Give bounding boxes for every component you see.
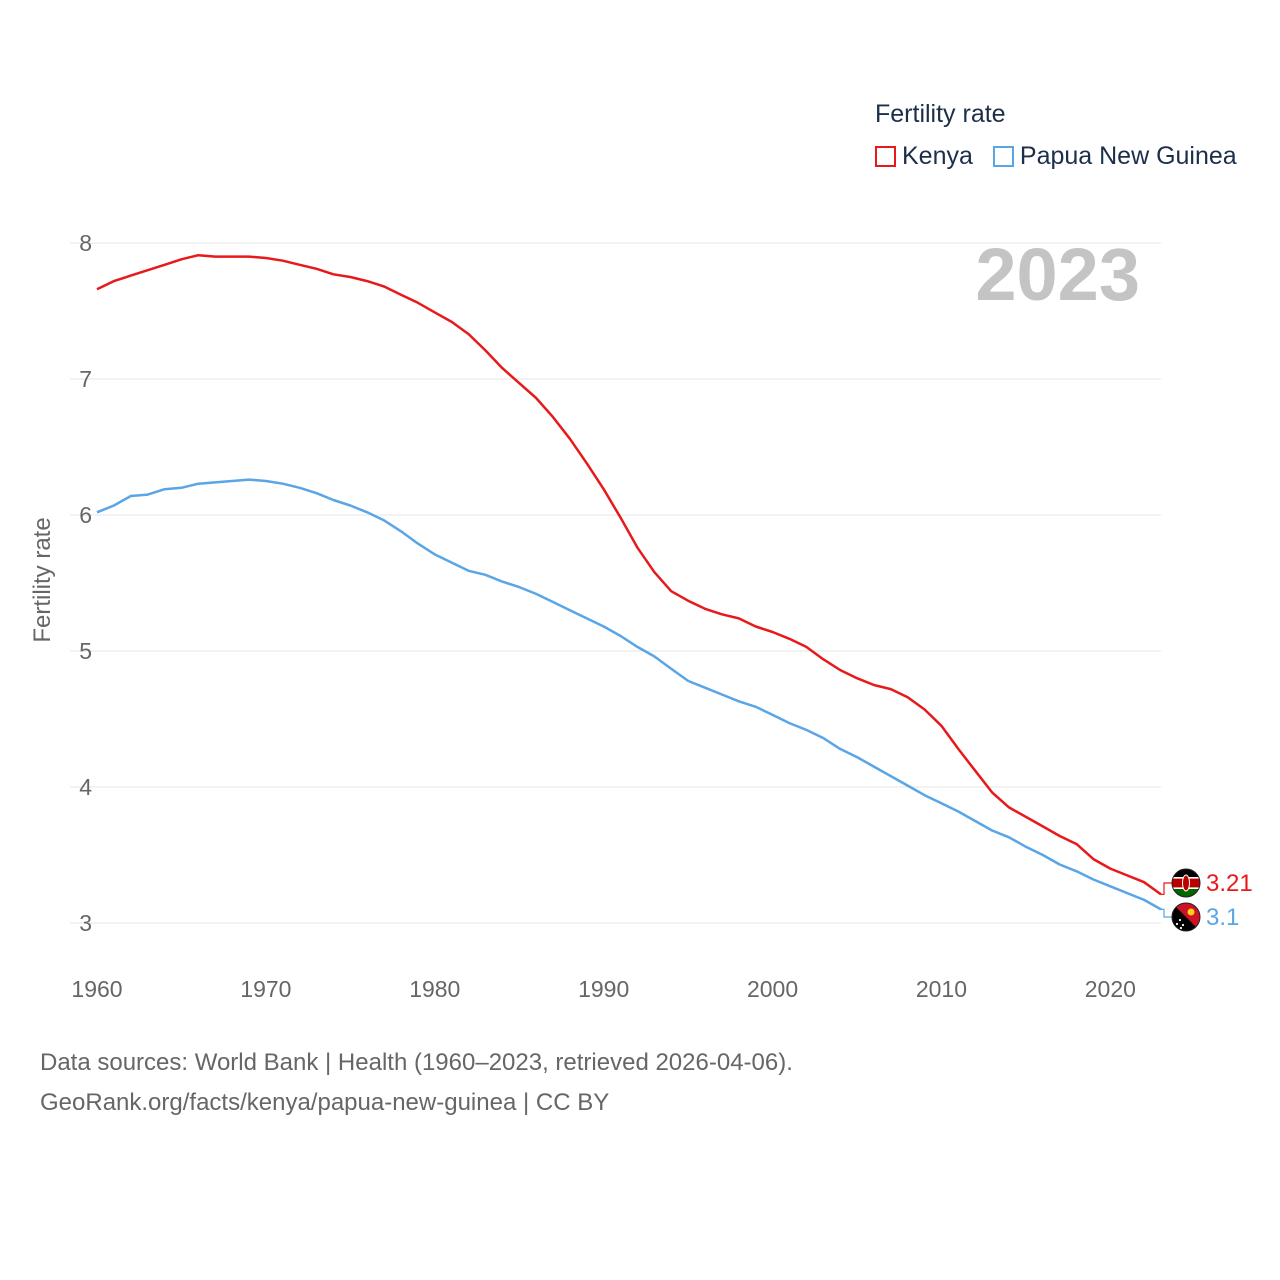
x-tick-label: 1990 bbox=[578, 976, 629, 1002]
series-line-kenya bbox=[96, 253, 1162, 896]
legend-item-kenya[interactable]: Kenya bbox=[875, 142, 973, 171]
end-markers: 3.21 3.1 bbox=[1161, 868, 1253, 932]
x-axis-ticks: 1960 1970 1980 1990 2000 2010 2020 bbox=[71, 976, 1136, 1002]
y-tick-label: 5 bbox=[79, 638, 92, 664]
y-axis-ticks: 3 4 5 6 7 8 bbox=[79, 230, 92, 936]
y-tick-label: 3 bbox=[79, 910, 92, 936]
data-source-note: Data sources: World Bank | Health (1960–… bbox=[40, 1043, 793, 1123]
kenya-flag-icon bbox=[1171, 868, 1201, 898]
x-tick-label: 2010 bbox=[916, 976, 967, 1002]
legend-swatch-papua-new-guinea bbox=[992, 146, 1014, 167]
x-tick-label: 2020 bbox=[1085, 976, 1136, 1002]
y-tick-label: 8 bbox=[79, 230, 92, 256]
end-value-label-kenya: 3.21 bbox=[1206, 870, 1253, 897]
source-line-2[interactable]: GeoRank.org/facts/kenya/papua-new-guinea… bbox=[40, 1089, 610, 1116]
end-value-label-papua-new-guinea: 3.1 bbox=[1206, 904, 1239, 931]
grid-lines bbox=[70, 242, 1161, 924]
x-tick-label: 1970 bbox=[240, 976, 291, 1002]
legend-label-papua-new-guinea: Papua New Guinea bbox=[1019, 142, 1237, 170]
series-line-papua-new-guinea bbox=[96, 478, 1162, 911]
legend-title: Fertility rate bbox=[875, 100, 1006, 128]
end-connector-papua-new-guinea bbox=[1161, 908, 1173, 918]
y-tick-label: 6 bbox=[79, 502, 92, 528]
series-lines bbox=[96, 253, 1162, 911]
legend-swatch-kenya bbox=[875, 146, 896, 167]
legend-item-papua-new-guinea[interactable]: Papua New Guinea bbox=[992, 142, 1237, 171]
source-line-1: Data sources: World Bank | Health (1960–… bbox=[40, 1049, 793, 1076]
papua-new-guinea-flag-icon bbox=[1171, 902, 1201, 932]
x-tick-label: 1960 bbox=[71, 976, 122, 1002]
y-tick-label: 4 bbox=[79, 774, 92, 800]
legend: Kenya Papua New Guinea bbox=[875, 142, 1257, 171]
year-watermark: 2023 bbox=[975, 233, 1140, 316]
end-connector-kenya bbox=[1161, 882, 1173, 896]
y-tick-label: 7 bbox=[79, 366, 92, 392]
x-tick-label: 2000 bbox=[747, 976, 798, 1002]
x-tick-label: 1980 bbox=[409, 976, 460, 1002]
y-axis-title: Fertility rate bbox=[29, 517, 56, 642]
legend-label-kenya: Kenya bbox=[902, 142, 973, 170]
